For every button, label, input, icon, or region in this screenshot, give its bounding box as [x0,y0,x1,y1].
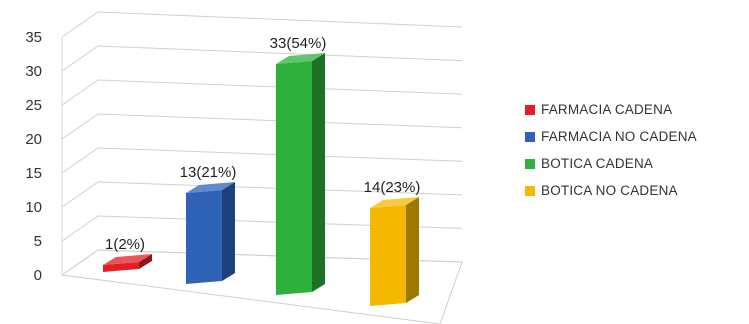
bar-top [103,254,152,265]
y-tick-label: 20 [25,131,42,148]
data-label: 1(2%) [105,236,145,253]
bar-farmacia-cadena [103,254,152,272]
chart-floor [60,249,463,324]
legend-label: FARMACIA NO CADENA [541,129,697,144]
bar-top [186,182,235,193]
legend-item-farmacia-cadena: FARMACIA CADENA [525,96,697,123]
gridline-side [61,147,99,174]
legend-label: BOTICA NO CADENA [541,183,678,198]
data-label: 13(21%) [180,164,237,181]
gridline-side [61,11,99,38]
bar-side [312,53,325,292]
bar-front [276,61,312,295]
gridline [97,45,463,62]
legend-label: BOTICA CADENA [541,156,654,171]
y-tick-label: 5 [34,233,42,250]
legend-item-farmacia-no-cadena: FARMACIA NO CADENA [525,123,697,150]
bar-top [370,197,419,208]
legend-label: FARMACIA CADENA [541,102,673,117]
y-tick-label: 15 [25,165,42,182]
gridline-side [61,113,99,140]
bar-front [103,262,139,272]
y-tick-label: 30 [25,63,42,80]
y-tick-label: 10 [25,199,42,216]
legend-swatch [525,158,535,169]
legend-swatch [525,185,535,196]
bar-top [276,53,325,64]
gridline-side [61,45,99,72]
legend: FARMACIA CADENA FARMACIA NO CADENA BOTIC… [525,96,697,204]
legend-item-botica-no-cadena: BOTICA NO CADENA [525,177,697,204]
y-tick-label: 0 [34,267,42,284]
y-tick-label: 25 [25,97,42,114]
legend-item-botica-cadena: BOTICA CADENA [525,150,697,177]
bar-side [139,254,152,269]
bar-front [370,205,406,306]
bar-botica-cadena [276,53,325,295]
y-axis-ticks: 0 5 10 15 20 25 30 35 [25,29,42,284]
gridline [97,11,463,28]
data-labels: 1(2%) 13(21%) 33(54%) 14(23%) [105,35,420,253]
gridline-side [61,79,99,106]
bar-farmacia-no-cadena [186,182,235,284]
bars [103,53,419,306]
bar-side [406,197,419,303]
gridline-side [61,215,99,242]
legend-swatch [525,104,535,115]
legend-swatch [525,131,535,142]
bar-botica-no-cadena [370,197,419,306]
y-tick-label: 35 [25,29,42,46]
data-label: 33(54%) [270,35,327,52]
gridline-side [61,181,99,208]
bar-front [186,190,222,284]
data-label: 14(23%) [364,179,421,196]
bar-side [222,182,235,281]
